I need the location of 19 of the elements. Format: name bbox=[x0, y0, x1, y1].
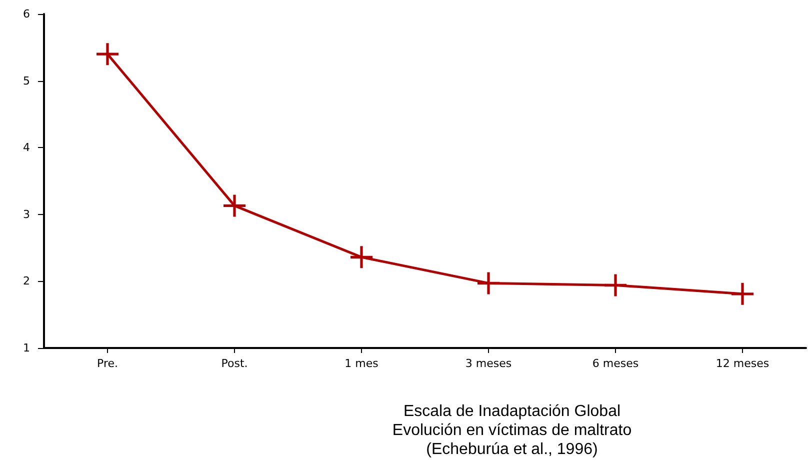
point bbox=[604, 274, 626, 296]
point bbox=[224, 194, 246, 217]
x-axis-title: Escala de Inadaptación Global Evolución en víctimas de maltrato (Echeburúa et al., 1996) bbox=[392, 403, 632, 458]
y-tick-label: 4 bbox=[23, 141, 30, 154]
x-tick-label: Post. bbox=[221, 357, 248, 370]
y-tick-label: 6 bbox=[23, 8, 30, 20]
point bbox=[96, 43, 118, 66]
x-tick-label: 6 meses bbox=[592, 357, 639, 370]
y-tick-label: 1 bbox=[23, 342, 30, 354]
x-tick-label: 1 mes bbox=[344, 357, 379, 370]
y-tick-label: 2 bbox=[23, 274, 30, 288]
y-tick-label: 3 bbox=[23, 208, 30, 221]
point bbox=[732, 282, 754, 305]
x-tick-label: 12 meses bbox=[716, 357, 770, 370]
point bbox=[350, 246, 372, 268]
y-tick-label: 5 bbox=[23, 74, 30, 88]
point bbox=[478, 272, 500, 294]
x-tick-label: Pre. bbox=[97, 357, 118, 370]
x-tick-label: 3 meses bbox=[465, 357, 512, 370]
